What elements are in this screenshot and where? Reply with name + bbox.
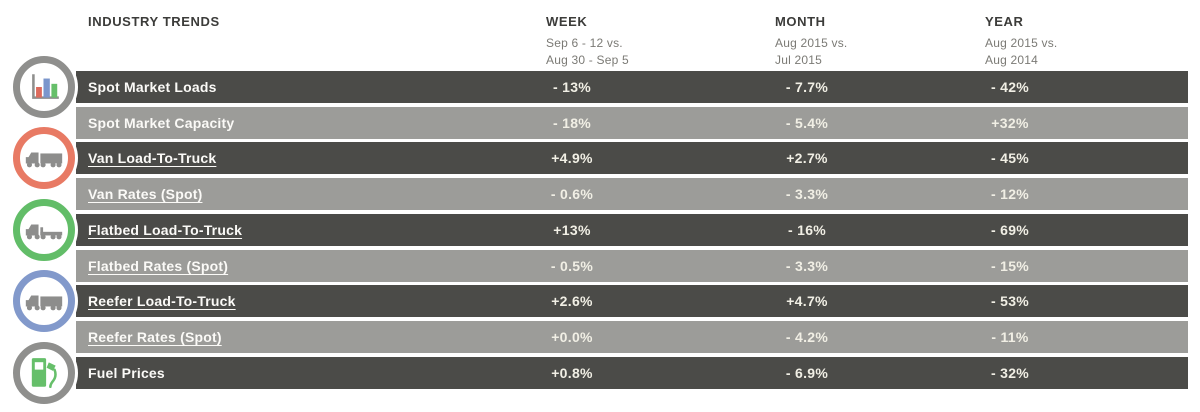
year-value: +32%	[991, 114, 1029, 131]
flatbed-truck-icon	[13, 198, 75, 261]
month-value: - 4.2%	[785, 328, 829, 345]
column-header-week: WEEK	[546, 14, 588, 29]
table-row-van-load-to-truck: Van Load-To-Truck +4.9% +2.7% - 45%	[76, 142, 1188, 175]
week-range-line1: Sep 6 - 12 vs.	[546, 36, 623, 50]
bar-chart-icon	[13, 56, 75, 118]
year-value: - 53%	[990, 293, 1030, 310]
year-value: - 11%	[991, 328, 1029, 345]
year-value: - 42%	[990, 79, 1030, 95]
week-range-line2: Aug 30 - Sep 5	[546, 53, 629, 67]
month-value: - 3.3%	[785, 186, 829, 203]
row-link-flatbed-rates-spot[interactable]: Flatbed Rates (Spot)	[88, 257, 229, 274]
row-label-fuel-prices: Fuel Prices	[88, 364, 165, 381]
month-range-line1: Aug 2015 vs.	[775, 36, 848, 50]
month-value: - 7.7%	[785, 79, 829, 95]
table-row-flatbed-load-to-truck: Flatbed Load-To-Truck +13% - 16% - 69%	[76, 213, 1188, 246]
year-range-line2: Aug 2014	[985, 53, 1038, 67]
year-value: - 12%	[990, 186, 1030, 203]
table-row-reefer-load-to-truck: Reefer Load-To-Truck +2.6% +4.7% - 53%	[76, 285, 1188, 318]
table-row-fuel-prices: Fuel Prices +0.8% - 6.9% - 32%	[76, 356, 1188, 389]
table-row-spot-market-loads: Spot Market Loads - 13% - 7.7% - 42%	[76, 71, 1188, 103]
reefer-truck-icon	[13, 270, 75, 333]
fuel-pump-icon	[13, 341, 75, 404]
year-value: - 45%	[990, 150, 1030, 167]
week-value: +2.6%	[551, 293, 593, 310]
row-link-flatbed-load-to-truck[interactable]: Flatbed Load-To-Truck	[88, 221, 243, 238]
table-row-flatbed-rates-spot: Flatbed Rates (Spot) - 0.5% - 3.3% - 15%	[76, 249, 1188, 282]
month-value: - 3.3%	[785, 257, 829, 274]
week-value: +4.9%	[551, 150, 593, 167]
year-value: - 15%	[990, 257, 1030, 274]
month-value: - 16%	[787, 221, 827, 238]
van-truck-icon	[13, 127, 75, 190]
week-value: +13%	[553, 221, 591, 238]
month-value: +2.7%	[786, 150, 828, 167]
row-link-reefer-rates-spot[interactable]: Reefer Rates (Spot)	[88, 328, 222, 345]
week-value: +0.0%	[551, 328, 593, 345]
table-row-spot-market-capacity: Spot Market Capacity - 18% - 5.4% +32%	[76, 106, 1188, 139]
month-range-line2: Jul 2015	[775, 53, 822, 67]
page-title: INDUSTRY TRENDS	[88, 14, 220, 29]
year-value: - 32%	[990, 364, 1030, 381]
month-value: +4.7%	[786, 293, 828, 310]
week-value: +0.8%	[551, 364, 593, 381]
week-value: - 13%	[552, 79, 592, 95]
row-link-van-load-to-truck[interactable]: Van Load-To-Truck	[88, 150, 217, 167]
week-value: - 0.6%	[550, 186, 594, 203]
table-row-reefer-rates-spot: Reefer Rates (Spot) +0.0% - 4.2% - 11%	[76, 320, 1188, 353]
year-value: - 69%	[990, 221, 1030, 238]
month-value: - 6.9%	[785, 364, 829, 381]
row-label-spot-market-loads: Spot Market Loads	[88, 79, 217, 95]
row-link-reefer-load-to-truck[interactable]: Reefer Load-To-Truck	[88, 293, 236, 310]
year-range-line1: Aug 2015 vs.	[985, 36, 1058, 50]
week-value: - 0.5%	[550, 257, 594, 274]
row-label-spot-market-capacity: Spot Market Capacity	[88, 114, 235, 131]
month-value: - 5.4%	[785, 114, 829, 131]
week-value: - 18%	[552, 114, 592, 131]
column-header-year: YEAR	[985, 14, 1024, 29]
table-row-van-rates-spot: Van Rates (Spot) - 0.6% - 3.3% - 12%	[76, 178, 1188, 211]
row-link-van-rates-spot[interactable]: Van Rates (Spot)	[88, 186, 203, 203]
column-header-month: MONTH	[775, 14, 826, 29]
